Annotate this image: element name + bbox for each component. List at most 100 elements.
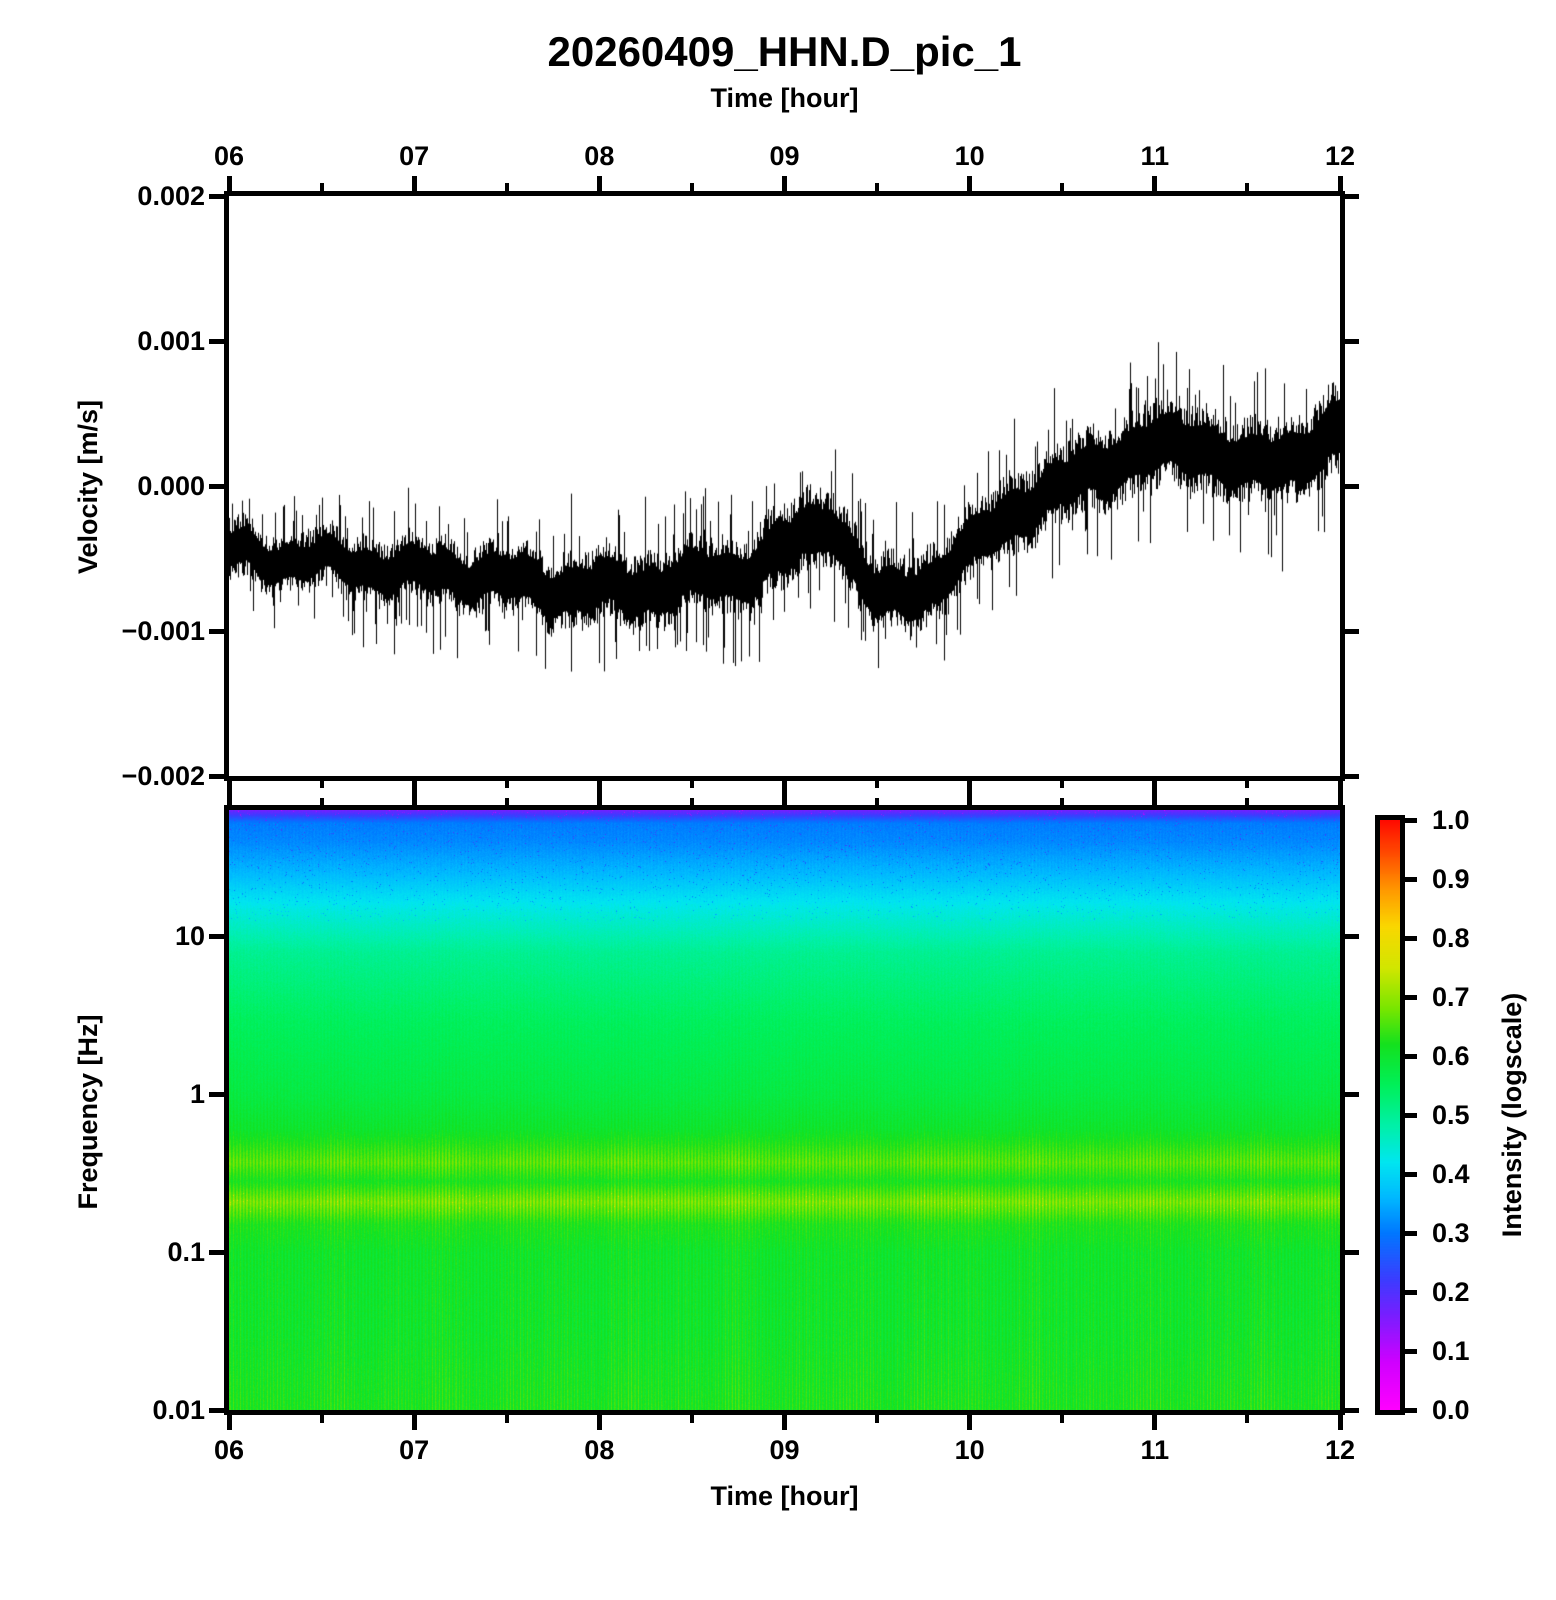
frequency-major-tick bbox=[209, 1249, 224, 1255]
spec-top-major-tick bbox=[411, 793, 417, 805]
top-hour-label: 07 bbox=[399, 141, 430, 171]
colorbar-tick-label: 0.0 bbox=[1432, 1395, 1470, 1425]
velocity-right-tick bbox=[1345, 338, 1359, 344]
colorbar-tick-label: 1.0 bbox=[1432, 805, 1470, 835]
wave-bottom-minor-tick bbox=[1060, 781, 1065, 788]
frequency-tick-label: 1 bbox=[189, 1079, 205, 1109]
wave-top-major-tick bbox=[596, 176, 602, 191]
colorbar-tick-label: 0.1 bbox=[1432, 1336, 1470, 1366]
colorbar-tick-label: 0.8 bbox=[1432, 923, 1470, 953]
velocity-tick-label: 0.000 bbox=[137, 471, 205, 501]
wave-bottom-major-tick bbox=[411, 781, 417, 793]
wave-top-major-tick bbox=[967, 176, 973, 191]
wave-bottom-major-tick bbox=[226, 781, 232, 793]
spec-top-minor-tick bbox=[504, 798, 509, 805]
bottom-hour-label: 09 bbox=[769, 1435, 800, 1465]
colorbar-tick-label: 0.3 bbox=[1432, 1218, 1470, 1248]
top-hour-label: 11 bbox=[1140, 141, 1170, 171]
bottom-hour-label: 10 bbox=[954, 1435, 985, 1465]
colorbar-tick bbox=[1405, 1289, 1417, 1295]
wave-bottom-major-tick bbox=[1337, 781, 1343, 793]
top-hour-label: 09 bbox=[769, 141, 800, 171]
wave-top-minor-tick bbox=[689, 183, 694, 191]
wave-bottom-minor-tick bbox=[875, 781, 880, 788]
wave-top-major-tick bbox=[411, 176, 417, 191]
colorbar bbox=[1375, 815, 1405, 1415]
spec-bottom-minor-tick bbox=[875, 1415, 880, 1423]
velocity-major-tick bbox=[209, 628, 224, 634]
velocity-right-tick bbox=[1345, 628, 1359, 634]
top-hour-label: 06 bbox=[213, 141, 245, 171]
velocity-major-tick bbox=[209, 773, 224, 779]
velocity-tick-label: 0.001 bbox=[137, 326, 205, 356]
velocity-tick-label: −0.001 bbox=[121, 616, 205, 646]
spec-bottom-major-tick bbox=[967, 1415, 973, 1430]
spec-top-minor-tick bbox=[875, 798, 880, 805]
spec-bottom-minor-tick bbox=[689, 1415, 694, 1423]
top-time-axis-label: Time [hour] bbox=[710, 83, 859, 113]
wave-top-minor-tick bbox=[875, 183, 880, 191]
wave-bottom-major-tick bbox=[967, 781, 973, 793]
frequency-right-tick bbox=[1345, 1249, 1359, 1255]
top-hour-label: 10 bbox=[954, 141, 985, 171]
spec-top-major-tick bbox=[1337, 793, 1343, 805]
wave-top-major-tick bbox=[1337, 176, 1343, 191]
colorbar-tick bbox=[1405, 1348, 1417, 1354]
wave-top-minor-tick bbox=[504, 183, 509, 191]
wave-top-minor-tick bbox=[1060, 183, 1065, 191]
wave-top-major-tick bbox=[782, 176, 787, 191]
spec-top-minor-tick bbox=[689, 798, 694, 805]
frequency-major-tick bbox=[209, 1407, 224, 1413]
spec-top-minor-tick bbox=[1245, 798, 1250, 805]
velocity-major-tick bbox=[209, 193, 224, 199]
wave-bottom-major-tick bbox=[596, 781, 602, 793]
wave-top-minor-tick bbox=[319, 183, 324, 191]
spec-top-major-tick bbox=[967, 793, 973, 805]
spectrogram-panel bbox=[224, 805, 1345, 1415]
colorbar-tick-label: 0.5 bbox=[1432, 1100, 1470, 1130]
bottom-hour-label: 12 bbox=[1324, 1435, 1356, 1465]
spec-bottom-major-tick bbox=[1152, 1415, 1158, 1430]
colorbar-tick bbox=[1405, 1053, 1417, 1059]
spec-bottom-major-tick bbox=[782, 1415, 787, 1430]
spec-bottom-major-tick bbox=[411, 1415, 417, 1430]
spec-top-major-tick bbox=[782, 793, 787, 805]
spec-bottom-minor-tick bbox=[504, 1415, 509, 1423]
spec-bottom-minor-tick bbox=[319, 1415, 324, 1423]
wave-bottom-major-tick bbox=[782, 781, 787, 793]
bottom-time-axis-label: Time [hour] bbox=[710, 1481, 859, 1511]
spec-top-minor-tick bbox=[1060, 798, 1065, 805]
colorbar-tick-label: 0.4 bbox=[1432, 1159, 1470, 1189]
spec-top-major-tick bbox=[1152, 793, 1158, 805]
colorbar-tick bbox=[1405, 1230, 1417, 1236]
wave-top-minor-tick bbox=[1245, 183, 1250, 191]
wave-top-major-tick bbox=[1152, 176, 1158, 191]
bottom-hour-label: 06 bbox=[213, 1435, 245, 1465]
colorbar-tick bbox=[1405, 994, 1417, 1000]
wave-bottom-minor-tick bbox=[1245, 781, 1250, 788]
bottom-hour-label: 07 bbox=[399, 1435, 430, 1465]
spec-top-major-tick bbox=[226, 793, 232, 805]
spectrogram-image bbox=[229, 810, 1340, 1410]
top-hour-label: 12 bbox=[1324, 141, 1356, 171]
wave-bottom-minor-tick bbox=[689, 781, 694, 788]
wave-top-major-tick bbox=[226, 176, 232, 191]
frequency-major-tick bbox=[209, 933, 224, 939]
colorbar-tick bbox=[1405, 1407, 1417, 1413]
colorbar-tick bbox=[1405, 876, 1417, 882]
spec-top-minor-tick bbox=[319, 798, 324, 805]
spec-bottom-major-tick bbox=[1337, 1415, 1343, 1430]
velocity-right-tick bbox=[1345, 483, 1359, 489]
colorbar-tick-label: 0.2 bbox=[1432, 1277, 1470, 1307]
colorbar-tick-label: 0.6 bbox=[1432, 1041, 1470, 1071]
spec-top-major-tick bbox=[596, 793, 602, 805]
frequency-tick-label: 0.01 bbox=[152, 1395, 205, 1425]
bottom-hour-label: 11 bbox=[1140, 1435, 1170, 1465]
frequency-right-tick bbox=[1345, 933, 1359, 939]
wave-bottom-minor-tick bbox=[504, 781, 509, 788]
wave-bottom-minor-tick bbox=[319, 781, 324, 788]
spec-bottom-minor-tick bbox=[1060, 1415, 1065, 1423]
velocity-major-tick bbox=[209, 338, 224, 344]
frequency-tick-label: 10 bbox=[174, 921, 205, 951]
